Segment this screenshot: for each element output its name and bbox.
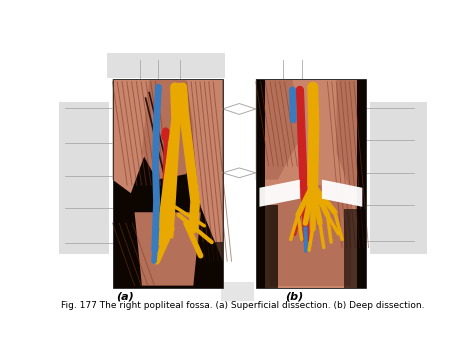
Bar xyxy=(256,79,265,288)
Bar xyxy=(256,79,366,288)
Bar xyxy=(107,53,225,78)
Polygon shape xyxy=(271,185,351,286)
Bar xyxy=(344,209,366,288)
Polygon shape xyxy=(259,180,300,207)
Bar xyxy=(370,102,427,255)
Polygon shape xyxy=(337,79,366,247)
Bar xyxy=(357,79,366,288)
Polygon shape xyxy=(322,180,362,207)
Text: Fig. 177 The right popliteal fossa. (a) Superficial dissection. (b) Deep dissect: Fig. 177 The right popliteal fossa. (a) … xyxy=(61,301,425,310)
Polygon shape xyxy=(256,79,300,180)
Text: (a): (a) xyxy=(116,292,134,302)
Polygon shape xyxy=(135,212,201,286)
Ellipse shape xyxy=(161,127,170,142)
Bar xyxy=(184,242,223,288)
Polygon shape xyxy=(186,79,223,261)
Bar xyxy=(256,79,366,288)
Bar xyxy=(112,79,223,288)
Polygon shape xyxy=(142,79,201,180)
Text: (b): (b) xyxy=(285,292,303,302)
Polygon shape xyxy=(112,79,164,193)
Bar xyxy=(59,102,109,255)
Bar xyxy=(256,205,278,288)
Bar xyxy=(112,79,223,288)
Bar xyxy=(112,236,151,288)
Bar xyxy=(221,282,254,301)
